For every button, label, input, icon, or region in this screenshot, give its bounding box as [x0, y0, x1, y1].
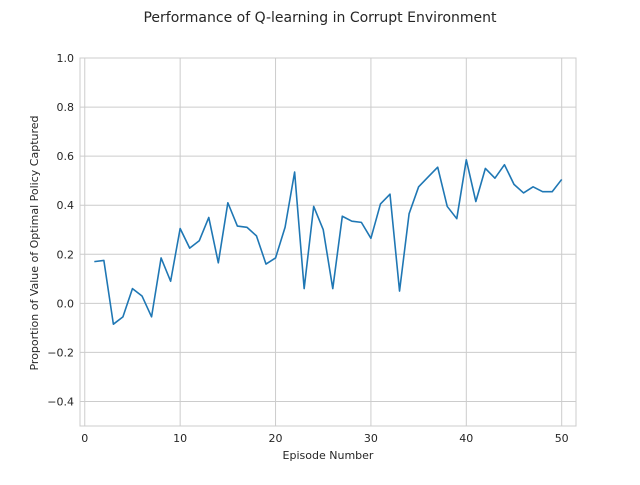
y-tick-label: 1.0	[57, 52, 75, 65]
plot-frame	[79, 57, 577, 427]
x-tick-label: 10	[173, 432, 187, 445]
y-tick-label: 0.8	[57, 101, 75, 114]
x-axis-label: Episode Number	[283, 449, 374, 462]
series-line	[94, 159, 563, 325]
series-layer	[94, 159, 563, 325]
y-tick-label: −0.4	[47, 395, 74, 408]
x-tick-label: 20	[269, 432, 283, 445]
x-tick-label: 0	[81, 432, 88, 445]
y-tick-label: 0.4	[57, 199, 75, 212]
x-tick-label: 50	[555, 432, 569, 445]
y-tick-label: 0.6	[57, 150, 75, 163]
tick-labels: 0 10 20 30 40 50 −0.4 −0.2 0.0 0.2 0.4 0.6 0.8 1.0	[47, 52, 568, 445]
x-tick-label: 40	[459, 432, 473, 445]
y-tick-label: 0.2	[57, 248, 75, 261]
chart-title: Performance of Q-learning in Corrupt Env…	[143, 10, 497, 26]
x-tick-label: 30	[364, 432, 378, 445]
y-axis-label: Proportion of Value of Optimal Policy Ca…	[28, 115, 41, 370]
y-tick-label: 0.0	[57, 297, 75, 310]
y-tick-label: −0.2	[47, 346, 74, 359]
